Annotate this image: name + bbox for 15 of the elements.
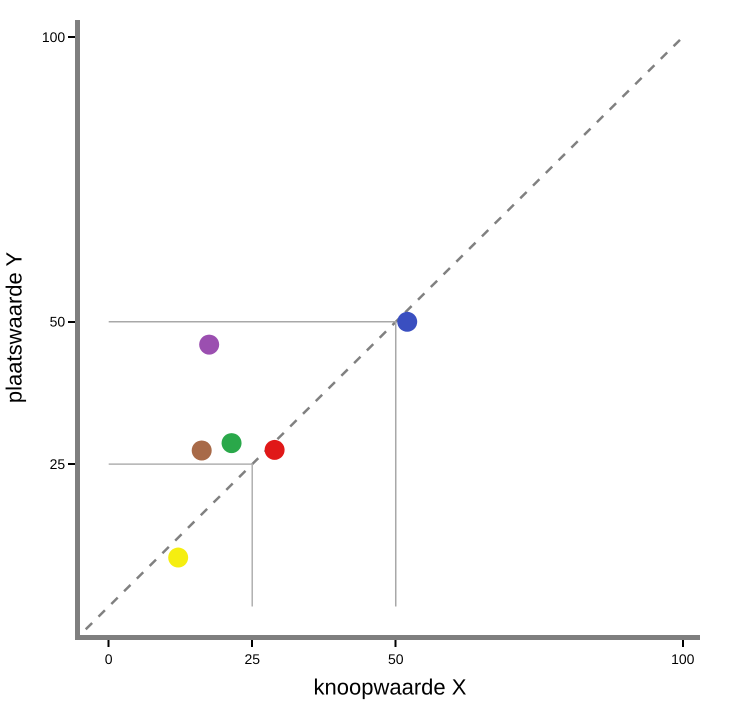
y-tick-label: 25 [50,456,66,472]
point [168,548,188,568]
y-tick-label: 100 [42,28,66,45]
point [199,334,220,355]
y-axis-title: plaatswaarde Y [2,252,27,404]
x-tick-label: 50 [388,650,404,667]
y-tick-label: 50 [50,314,66,330]
x-axis-title: knoopwaarde X [314,674,467,700]
x-tick-label: 100 [671,650,695,667]
point [222,433,242,454]
x-tick-label: 25 [244,650,260,667]
point [192,440,212,460]
point [264,440,285,460]
point [397,312,418,332]
x-tick-label: 0 [104,650,113,667]
